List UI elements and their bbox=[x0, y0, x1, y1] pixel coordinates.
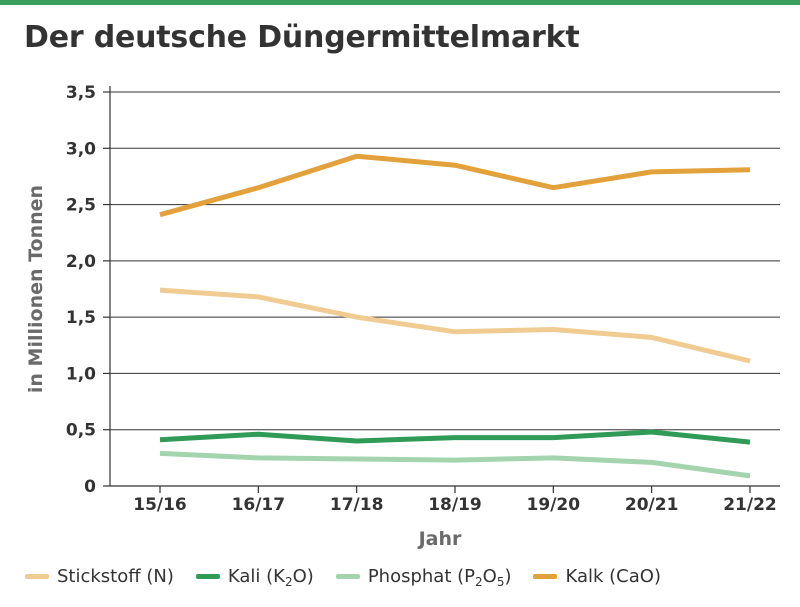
series-line-kalk-cao bbox=[159, 153, 751, 218]
legend-label: Kalk (CaO) bbox=[565, 565, 661, 587]
legend-label: Kali (K2O) bbox=[227, 565, 314, 589]
y-tick-label: 2,5 bbox=[66, 196, 96, 216]
legend-item: Kalk (CaO) bbox=[533, 565, 661, 587]
x-tick-label: 19/20 bbox=[527, 495, 581, 515]
chart-legend: Stickstoff (N) Kali (K2O) Phosphat (P2O5) K… bbox=[25, 562, 795, 590]
series-line-stickstoff-n bbox=[159, 287, 751, 364]
legend-swatch bbox=[533, 573, 558, 579]
legend-item: Kali (K2O) bbox=[195, 565, 314, 589]
x-tick-label: 18/19 bbox=[428, 495, 482, 515]
y-tick-label: 2,0 bbox=[66, 252, 96, 272]
y-axis-title: in Millionen Tonnen bbox=[25, 185, 47, 393]
legend-swatch bbox=[335, 573, 360, 579]
y-tick-label: 3,5 bbox=[66, 83, 96, 103]
chart-title: Der deutsche Düngermittelmarkt bbox=[24, 20, 580, 55]
legend-swatch bbox=[195, 573, 220, 579]
y-tick-label: 0 bbox=[84, 477, 96, 497]
legend-item: Stickstoff (N) bbox=[25, 566, 174, 587]
x-tick-label: 15/16 bbox=[133, 495, 187, 515]
x-tick-label: 17/18 bbox=[330, 495, 384, 515]
x-axis-title: Jahr bbox=[417, 528, 462, 550]
y-tick-label: 0,5 bbox=[66, 421, 96, 441]
y-tick-label: 1,5 bbox=[66, 308, 96, 328]
legend-label: Phosphat (P2O5) bbox=[367, 565, 512, 589]
legend-label: Stickstoff (N) bbox=[57, 565, 174, 587]
y-tick-label: 3,0 bbox=[66, 139, 96, 159]
legend-item: Phosphat (P2O5) bbox=[335, 565, 512, 589]
x-tick-label: 16/17 bbox=[232, 495, 286, 515]
legend-swatch bbox=[25, 573, 49, 579]
series-line-kali-k2o bbox=[159, 429, 751, 445]
x-tick-label: 20/21 bbox=[625, 495, 679, 515]
top-accent-bar bbox=[0, 0, 800, 5]
y-tick-label: 1,0 bbox=[66, 364, 96, 384]
x-tick-label: 21/22 bbox=[723, 495, 777, 515]
series-line-phosphat-p2o5 bbox=[159, 450, 751, 479]
